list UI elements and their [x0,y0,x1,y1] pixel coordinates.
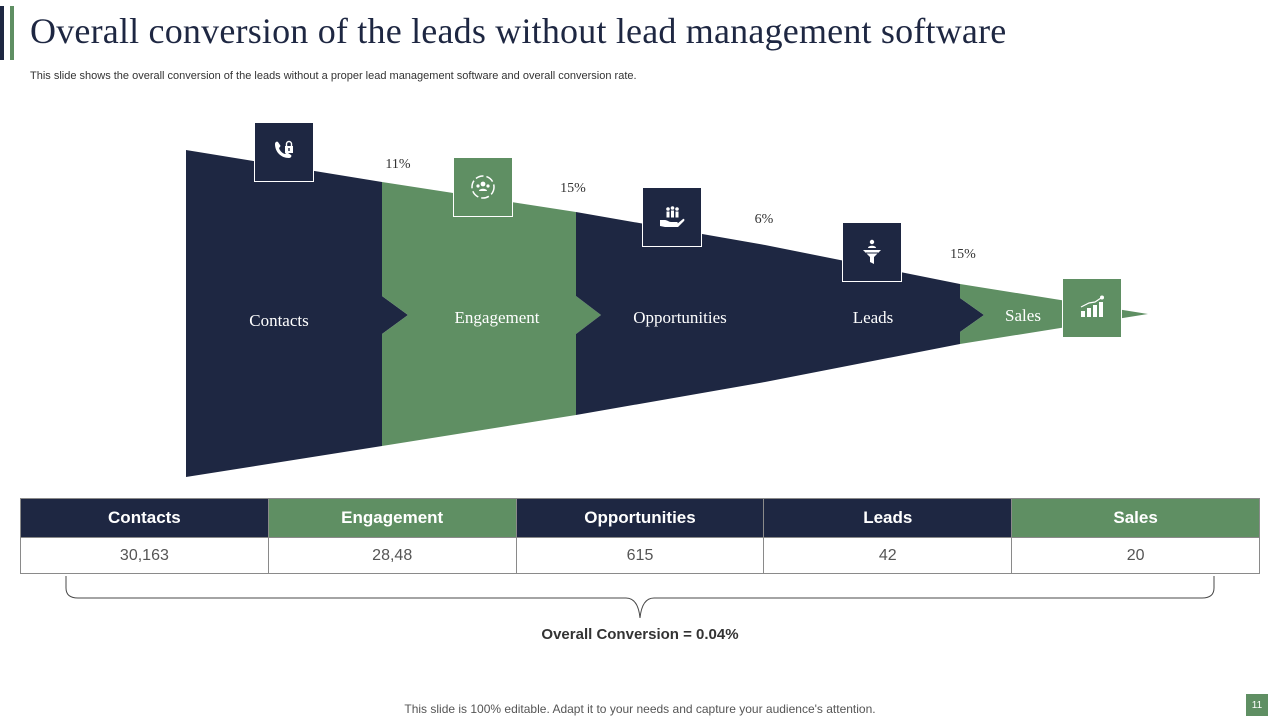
table-cell-leads: 42 [763,537,1013,574]
conversion-rate-2: 15% [560,181,586,196]
overall-conversion-text: Overall Conversion = 0.04% [541,626,739,643]
conversion-rate-1: 11% [385,157,410,172]
people-cycle-icon [453,157,513,217]
table-cell-contacts: 30,163 [20,537,269,574]
table-cell-engagement: 28,48 [267,537,517,574]
title-accent-bar-secondary [10,6,14,60]
table-header-row: Contacts Engagement Opportunities Leads … [20,498,1260,538]
stage-counts-table: Contacts Engagement Opportunities Leads … [20,498,1260,574]
funnel-segment-engagement [382,182,601,446]
funnel-segment-sales [960,284,1148,344]
funnel-segment-contacts [186,150,408,477]
table-header-contacts: Contacts [20,498,269,538]
funnel-segment-leads [765,245,984,382]
table-header-engagement: Engagement [267,498,517,538]
funnel-segment-opportunities [576,212,765,415]
table-header-sales: Sales [1011,498,1260,538]
conversion-rate-4: 15% [950,247,976,262]
funnel-label-contacts: Contacts [249,311,309,330]
hand-group-icon [642,187,702,247]
title-accent-bar [0,6,4,60]
table-header-leads: Leads [763,498,1013,538]
slide-title: Overall conversion of the leads without … [30,11,1007,51]
funnel-label-sales: Sales [1005,306,1041,325]
growth-chart-icon [1062,278,1122,338]
funnel-label-opportunities: Opportunities [633,308,727,327]
conversion-rate-3: 6% [755,212,774,227]
slide-subtitle: This slide shows the overall conversion … [30,70,637,82]
footer-text: This slide is 100% editable. Adapt it to… [404,702,876,716]
funnel-label-leads: Leads [853,308,894,327]
summary-brace [65,576,1215,619]
table-row: 30,163 28,48 615 42 20 [20,537,1260,574]
phone-lock-icon [254,122,314,182]
table-cell-opportunities: 615 [515,537,765,574]
funnel-label-engagement: Engagement [455,308,540,327]
table-cell-sales: 20 [1011,537,1260,574]
table-header-opportunities: Opportunities [515,498,765,538]
page-number: 11 [1246,694,1268,716]
funnel-person-icon [842,222,902,282]
funnel-diagram: Contacts Engagement Opportunities Leads … [186,150,1148,477]
